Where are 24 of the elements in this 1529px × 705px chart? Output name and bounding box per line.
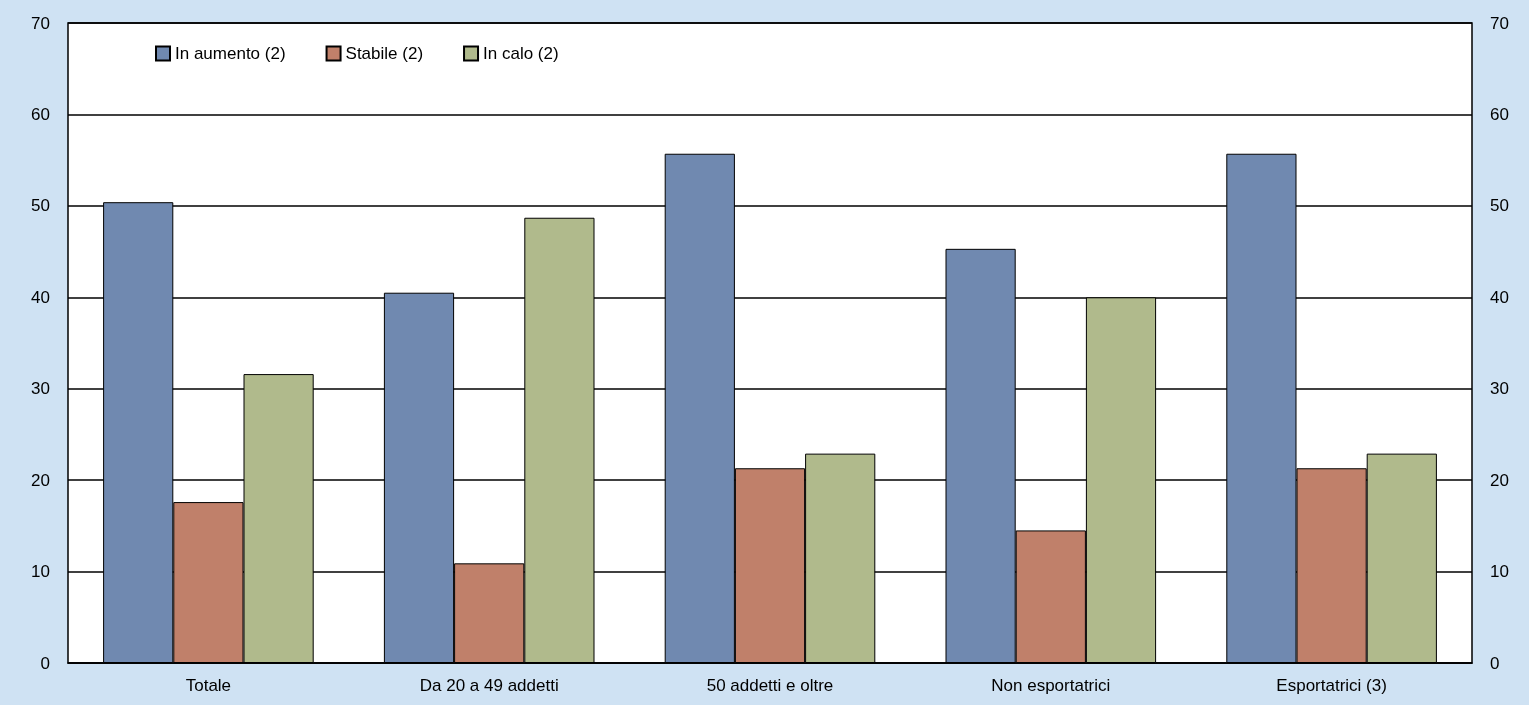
y-tick-label: 0 — [40, 653, 50, 673]
x-tick-label: Non esportatrici — [991, 676, 1111, 695]
y-tick-label: 70 — [31, 13, 50, 33]
legend-label: In calo (2) — [483, 44, 559, 63]
legend-label: In aumento (2) — [175, 44, 286, 63]
y2-tick-label: 50 — [1490, 196, 1509, 216]
y2-tick-label: 10 — [1490, 562, 1509, 582]
y-tick-label: 20 — [31, 470, 50, 490]
y2-tick-label: 0 — [1490, 653, 1500, 673]
y2-tick-label: 30 — [1490, 379, 1509, 399]
x-tick-label: Totale — [185, 676, 232, 695]
y2-tick-label: 20 — [1490, 470, 1509, 490]
y2-tick-label: 40 — [1490, 287, 1509, 307]
legend-label: Stabile (2) — [345, 44, 424, 63]
x-tick-label: 50 addetti e oltre — [706, 676, 834, 695]
y-tick-label: 30 — [31, 379, 50, 399]
y-tick-label: 10 — [31, 562, 50, 582]
y-tick-label: 50 — [31, 196, 50, 216]
y2-tick-label: 60 — [1490, 104, 1509, 124]
x-tick-label: Da 20 a 49 addetti — [419, 676, 559, 695]
y2-tick-label: 70 — [1490, 13, 1509, 33]
y-tick-label: 60 — [31, 104, 50, 124]
x-tick-label: Esportatrici (3) — [1276, 676, 1387, 695]
y-tick-label: 40 — [31, 287, 50, 307]
